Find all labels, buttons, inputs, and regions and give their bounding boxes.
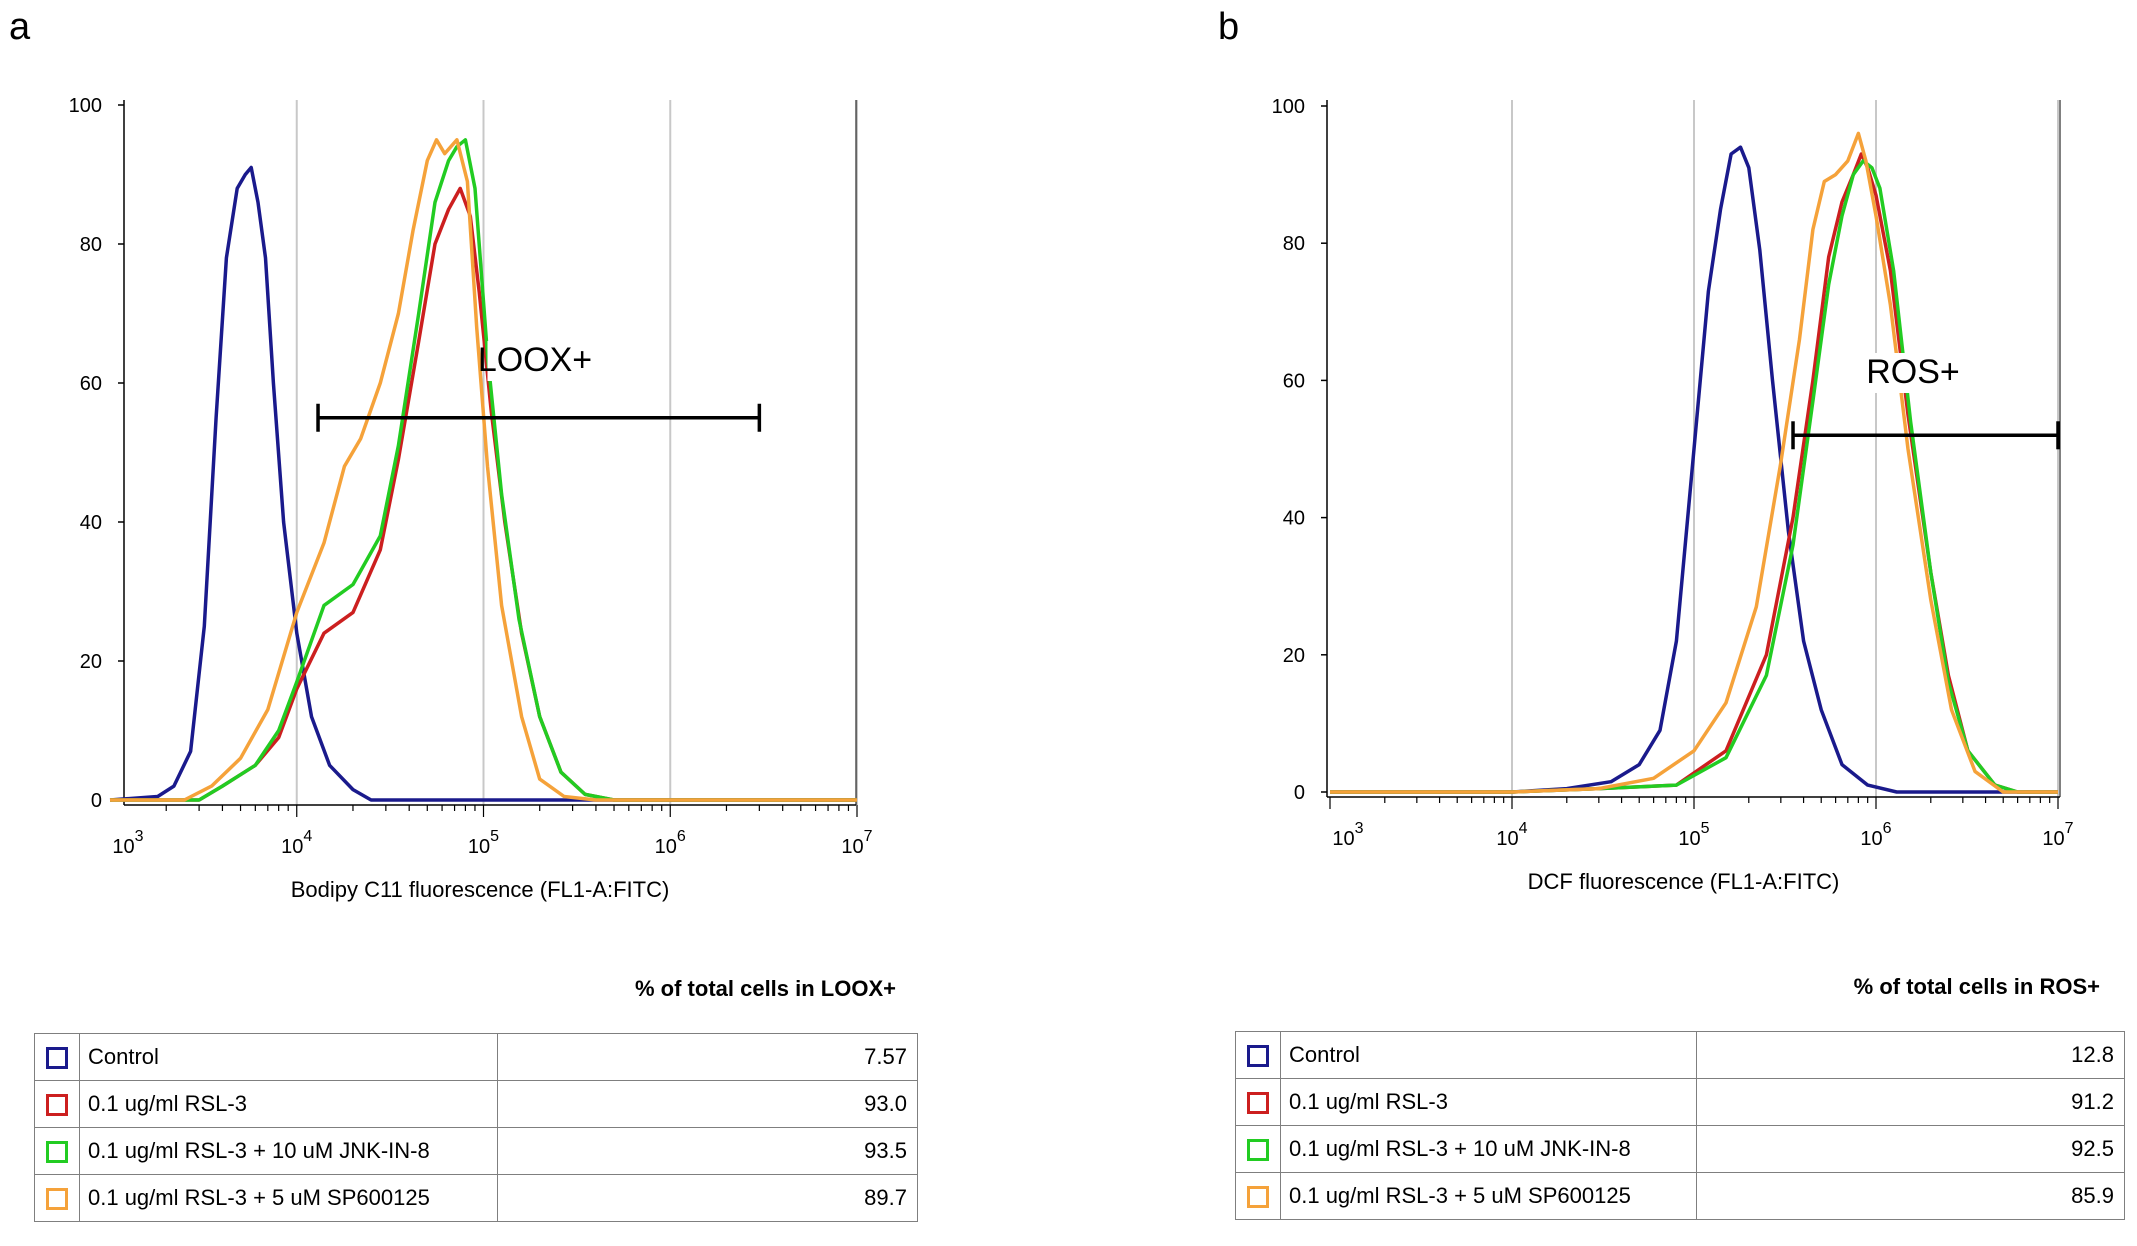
y-tick-label: 20 [80,651,102,673]
legend-label: 0.1 ug/ml RSL-3 + 10 uM JNK-IN-8 [1280,1125,1697,1173]
y-tick-label: 40 [80,512,102,534]
legend-value: 93.5 [497,1127,918,1175]
legend-row: 0.1 ug/ml RSL-3 91.2 [1235,1078,2125,1126]
legend-swatch [46,1094,68,1117]
y-tick-label: 80 [1283,233,1305,255]
legend-row: 0.1 ug/ml RSL-3 + 5 uM SP600125 89.7 [34,1174,918,1222]
series-line-4 [110,138,857,802]
legend-value: 89.7 [497,1174,918,1222]
series-line-3 [110,138,857,802]
legend-value: 7.57 [497,1033,918,1081]
panel-letter-b: b [1218,6,1240,48]
x-tick-label: 104 [281,828,312,858]
legend-swatch [46,1141,68,1164]
legend-label: 0.1 ug/ml RSL-3 + 5 uM SP600125 [79,1174,498,1222]
legend-swatch-cell [34,1127,80,1175]
legend-swatch-cell [34,1033,80,1081]
y-tick-label: 0 [91,790,102,812]
legend-swatch [1247,1139,1269,1162]
x-tick-label: 103 [112,828,143,858]
y-tick-label: 40 [1283,508,1305,530]
x-tick-label: 104 [1496,820,1527,850]
legend-swatch [46,1188,68,1211]
legend-swatch-cell [34,1174,80,1222]
panel-letter-a: a [9,6,31,48]
gate-label: ROS+ [1866,353,1960,391]
x-axis-label: DCF fluorescence (FL1-A:FITC) [1528,869,1840,894]
legend-swatch-cell [34,1080,80,1128]
x-tick-label: 105 [1678,820,1709,850]
x-axis-label: Bodipy C11 fluorescence (FL1-A:FITC) [291,877,670,902]
gate-label: LOOX+ [478,341,592,379]
legend-label: 0.1 ug/ml RSL-3 + 5 uM SP600125 [1280,1172,1697,1220]
legend-row: 0.1 ug/ml RSL-3 + 10 uM JNK-IN-8 92.5 [1235,1125,2125,1173]
y-tick-label: 20 [1283,645,1305,667]
legend-label: 0.1 ug/ml RSL-3 [1280,1078,1697,1126]
legend-row: 0.1 ug/ml RSL-3 + 10 uM JNK-IN-8 93.5 [34,1127,918,1175]
table-title-a: % of total cells in LOOX+ [635,976,896,1001]
series-line-1 [109,165,857,802]
legend-value: 91.2 [1696,1078,2125,1126]
legend-swatch-cell [1235,1078,1281,1126]
x-tick-label: 107 [2042,820,2073,850]
series-line-1 [1330,145,2058,794]
legend-swatch [1247,1092,1269,1115]
legend-value: 85.9 [1696,1172,2125,1220]
series-line-4 [1330,131,2058,794]
legend-swatch-cell [1235,1172,1281,1220]
y-tick-label: 100 [69,95,102,117]
legend-swatch [1247,1045,1269,1068]
y-tick-label: 100 [1272,96,1305,118]
legend-swatch [1247,1186,1269,1209]
legend-table-a: Control 7.57 0.1 ug/ml RSL-3 93.0 0.1 ug/ml … [34,1033,918,1222]
y-tick-label: 0 [1294,782,1305,804]
legend-label: Control [1280,1031,1697,1079]
legend-row: 0.1 ug/ml RSL-3 + 5 uM SP600125 85.9 [1235,1172,2125,1220]
legend-value: 93.0 [497,1080,918,1128]
legend-swatch-cell [1235,1031,1281,1079]
legend-value: 12.8 [1696,1031,2125,1079]
series-line-3 [1330,159,2058,794]
legend-swatch [46,1047,68,1070]
x-tick-label: 106 [1860,820,1891,850]
x-tick-label: 103 [1332,820,1363,850]
gate-label-bg [487,341,583,381]
x-tick-label: 107 [841,828,872,858]
legend-label: 0.1 ug/ml RSL-3 + 10 uM JNK-IN-8 [79,1127,498,1175]
y-tick-label: 60 [80,373,102,395]
legend-table-b: Control 12.8 0.1 ug/ml RSL-3 91.2 0.1 ug/ml … [1235,1031,2125,1220]
x-tick-label: 106 [655,828,686,858]
legend-row: Control 7.57 [34,1033,918,1081]
x-tick-label: 105 [468,828,499,858]
gate-label-bg [1874,353,1952,393]
legend-value: 92.5 [1696,1125,2125,1173]
legend-label: 0.1 ug/ml RSL-3 [79,1080,498,1128]
legend-row: Control 12.8 [1235,1031,2125,1079]
y-tick-label: 80 [80,234,102,256]
table-title-b: % of total cells in ROS+ [1853,974,2100,999]
legend-row: 0.1 ug/ml RSL-3 93.0 [34,1080,918,1128]
y-tick-label: 60 [1283,370,1305,392]
legend-swatch-cell [1235,1125,1281,1173]
legend-label: Control [79,1033,498,1081]
